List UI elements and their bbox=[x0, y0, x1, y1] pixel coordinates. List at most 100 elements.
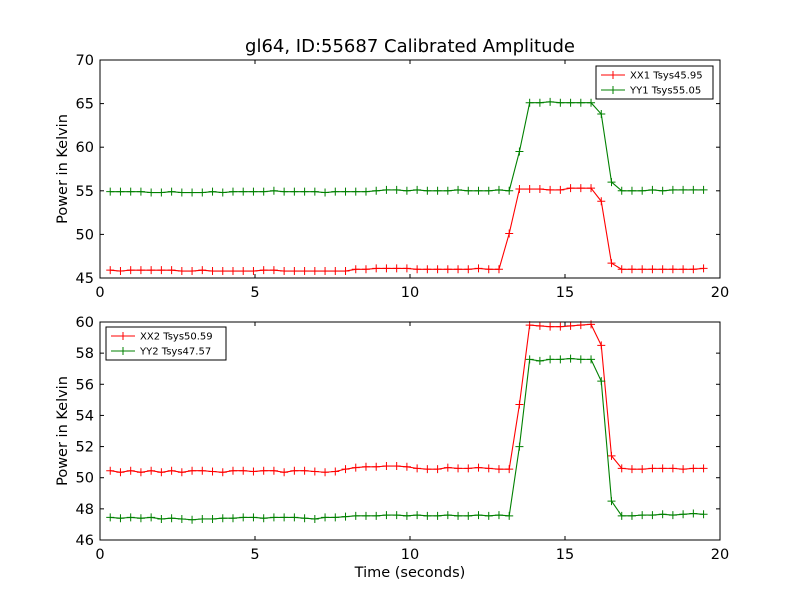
data-point bbox=[228, 187, 237, 196]
data-point bbox=[382, 185, 391, 194]
data-point bbox=[402, 511, 411, 520]
data-point bbox=[167, 266, 176, 275]
data-point bbox=[587, 184, 596, 193]
data-point bbox=[546, 185, 555, 194]
data-point bbox=[239, 187, 248, 196]
legend-marker bbox=[609, 86, 617, 94]
data-point bbox=[310, 514, 319, 523]
data-point bbox=[474, 186, 483, 195]
data-point bbox=[423, 186, 432, 195]
data-point bbox=[576, 98, 585, 107]
data-point bbox=[689, 464, 698, 473]
data-point bbox=[300, 187, 309, 196]
legend-label: YY2 Tsys47.57 bbox=[139, 347, 211, 358]
data-point bbox=[484, 511, 493, 520]
data-point bbox=[188, 267, 197, 276]
legend-marker bbox=[119, 332, 127, 340]
data-point bbox=[658, 186, 667, 195]
x-axis-label: Time (seconds) bbox=[354, 565, 466, 581]
data-point bbox=[607, 259, 616, 268]
data-point bbox=[300, 267, 309, 276]
data-point bbox=[228, 466, 237, 475]
x-tick-label: 10 bbox=[401, 285, 419, 301]
data-point bbox=[341, 187, 350, 196]
data-point bbox=[515, 185, 524, 194]
data-point bbox=[505, 465, 514, 474]
data-point bbox=[341, 465, 350, 474]
data-point bbox=[259, 187, 268, 196]
data-point bbox=[331, 513, 340, 522]
data-point bbox=[106, 513, 115, 522]
data-point bbox=[147, 266, 156, 275]
data-point bbox=[658, 510, 667, 519]
data-point bbox=[648, 185, 657, 194]
data-point bbox=[699, 185, 708, 194]
data-point bbox=[587, 355, 596, 364]
legend-box bbox=[105, 326, 227, 361]
data-point bbox=[116, 187, 125, 196]
data-point bbox=[566, 354, 575, 363]
data-point bbox=[116, 468, 125, 477]
x-tick-label: 20 bbox=[711, 547, 729, 563]
data-point bbox=[290, 466, 299, 475]
data-point bbox=[310, 267, 319, 276]
data-point bbox=[576, 355, 585, 364]
legend: XX1 Tsys45.95 YY1 Tsys55.05 bbox=[595, 65, 714, 100]
data-point bbox=[157, 514, 166, 523]
data-point bbox=[167, 466, 176, 475]
data-point bbox=[484, 464, 493, 473]
data-point bbox=[494, 465, 503, 474]
data-point bbox=[515, 442, 524, 451]
data-point bbox=[689, 509, 698, 518]
x-tick-label: 0 bbox=[95, 285, 104, 301]
data-point bbox=[361, 511, 370, 520]
data-point bbox=[546, 322, 555, 331]
data-point bbox=[208, 267, 217, 276]
legend: XX2 Tsys50.59 YY2 Tsys47.57 bbox=[105, 326, 227, 361]
data-point bbox=[188, 188, 197, 197]
y-tick-label: 60 bbox=[76, 315, 94, 331]
data-point bbox=[147, 513, 156, 522]
data-point bbox=[454, 185, 463, 194]
data-point bbox=[443, 463, 452, 472]
data-point bbox=[106, 466, 115, 475]
data-point bbox=[147, 188, 156, 197]
data-point bbox=[597, 110, 606, 119]
series-2 bbox=[106, 97, 708, 197]
data-point bbox=[699, 464, 708, 473]
data-point bbox=[443, 511, 452, 520]
data-point bbox=[239, 513, 248, 522]
data-point bbox=[679, 185, 688, 194]
data-point bbox=[413, 511, 422, 520]
data-point bbox=[198, 266, 207, 275]
data-point bbox=[126, 466, 135, 475]
data-point bbox=[505, 186, 514, 195]
data-point bbox=[351, 265, 360, 274]
data-point bbox=[525, 185, 534, 194]
data-point bbox=[679, 265, 688, 274]
data-point bbox=[382, 511, 391, 520]
y-tick-label: 70 bbox=[76, 53, 94, 69]
y-tick-label: 65 bbox=[76, 97, 94, 113]
data-point bbox=[515, 400, 524, 409]
chart-title: gl64, ID:55687 Calibrated Amplitude bbox=[245, 36, 575, 57]
data-point bbox=[433, 186, 442, 195]
data-point bbox=[402, 264, 411, 273]
y-tick-label: 52 bbox=[76, 440, 94, 456]
data-point bbox=[454, 464, 463, 473]
data-point bbox=[372, 186, 381, 195]
data-point bbox=[126, 266, 135, 275]
data-point bbox=[546, 355, 555, 364]
data-point bbox=[679, 465, 688, 474]
data-point bbox=[638, 511, 647, 520]
data-point bbox=[525, 355, 534, 364]
data-point bbox=[392, 264, 401, 273]
data-point bbox=[638, 265, 647, 274]
data-point bbox=[351, 511, 360, 520]
data-point bbox=[648, 464, 657, 473]
data-point bbox=[505, 511, 514, 520]
data-point bbox=[617, 265, 626, 274]
legend-label: XX1 Tsys45.95 bbox=[630, 71, 703, 82]
